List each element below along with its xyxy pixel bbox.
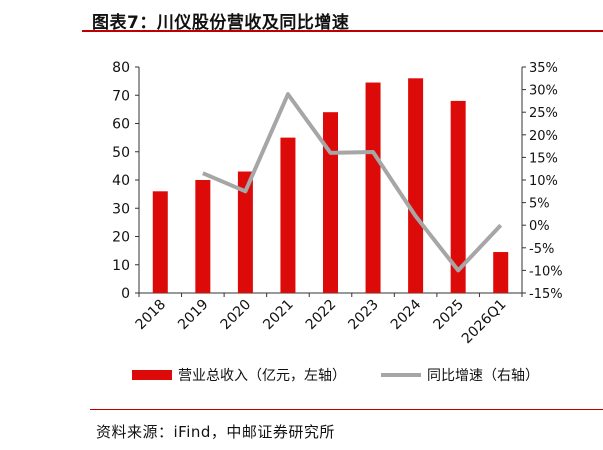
right-tick-label: 10%: [529, 174, 558, 189]
right-tick-label: -15%: [529, 287, 563, 302]
x-tick-label: 2019: [175, 297, 212, 334]
chart-svg: 0 10 20 30 40 50 60 70 80 -15% -10% -5% 0% 5% 10% 15% 20…: [112, 60, 563, 384]
x-tick-label: 2022: [303, 297, 340, 334]
bar-revenue: [450, 100, 466, 294]
right-tick-label: 35%: [529, 61, 558, 76]
left-tick-label: 10: [112, 258, 130, 274]
left-tick-label: 0: [121, 286, 130, 302]
footer-divider: [90, 409, 603, 410]
right-tick-label: -10%: [529, 264, 563, 279]
left-tick-label: 40: [112, 173, 130, 189]
bar-revenue: [408, 78, 424, 293]
x-tick-label: 2026Q1: [459, 297, 510, 348]
left-tick-label: 80: [112, 60, 130, 76]
figure-title: 图表7：川仪股份营收及同比增速: [92, 13, 350, 33]
legend-label-revenue: 营业总收入（亿元，左轴）: [178, 368, 346, 384]
chart-area: 0 10 20 30 40 50 60 70 80 -15% -10% -5% 0% 5% 10% 15% 20…: [82, 40, 603, 410]
left-tick-label: 60: [112, 117, 130, 133]
right-tick-label: 5%: [529, 197, 550, 212]
title-underline: [82, 30, 603, 32]
right-tick-label: 0%: [529, 219, 550, 234]
bar-revenue: [493, 252, 509, 293]
line-yoy-growth: [202, 92, 503, 273]
left-tick-label: 30: [112, 201, 130, 217]
right-tick-label: 25%: [529, 106, 558, 121]
right-tick-label: 30%: [529, 84, 558, 99]
right-tick-label: 20%: [529, 129, 558, 144]
bar-revenue: [237, 171, 253, 293]
bar-revenue: [152, 191, 168, 293]
x-tick-label: 2024: [388, 296, 425, 333]
right-tick-label: -5%: [529, 242, 554, 257]
right-tick-label: 15%: [529, 151, 558, 166]
x-tick-label: 2023: [345, 297, 382, 334]
x-tick-label: 2018: [133, 297, 170, 334]
legend-swatch-revenue: [132, 370, 172, 380]
left-tick-label: 70: [112, 88, 130, 104]
source-note: 资料来源：iFind，中邮证券研究所: [96, 423, 335, 441]
left-tick-label: 50: [112, 145, 130, 161]
left-tick-label: 20: [112, 230, 130, 246]
bar-revenue: [323, 112, 338, 293]
legend-label-growth: 同比增速（右轴）: [427, 368, 539, 384]
x-tick-label: 2020: [218, 297, 255, 334]
x-tick-label: 2025: [430, 297, 467, 334]
figure-header: 图表7：川仪股份营收及同比增速: [82, 6, 603, 33]
x-tick-label: 2021: [260, 297, 297, 334]
bar-revenue: [365, 82, 381, 293]
bar-revenue: [195, 180, 211, 293]
bar-revenue: [280, 137, 296, 293]
